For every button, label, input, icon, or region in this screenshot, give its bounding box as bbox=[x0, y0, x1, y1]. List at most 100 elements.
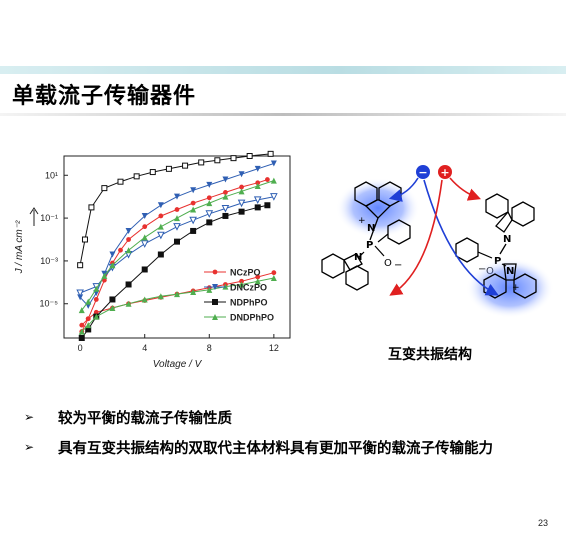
left-plus-charge: + bbox=[358, 216, 366, 226]
electron-arrow-left bbox=[388, 177, 419, 202]
data-point-dndphpo bbox=[109, 262, 116, 269]
data-point-dndphpo bbox=[238, 188, 245, 195]
y-tick-label: 10¹ bbox=[45, 170, 58, 180]
data-point-dnczpo bbox=[174, 193, 180, 200]
data-point-ndphpo bbox=[88, 204, 95, 211]
series-line-nczpo bbox=[81, 179, 268, 332]
right-carbazole-upper bbox=[485, 193, 535, 233]
bullet-arrow-icon: ➢ bbox=[24, 410, 35, 424]
svg-text:−: − bbox=[418, 166, 427, 179]
data-point-dndphpo bbox=[93, 313, 100, 320]
data-point-dnczpo bbox=[237, 199, 246, 208]
series-line-dndphpo bbox=[81, 277, 274, 332]
data-point-dndphpo bbox=[101, 272, 108, 279]
data-point-ndphpo bbox=[109, 296, 116, 303]
data-point-dndphpo bbox=[157, 223, 164, 230]
data-point-dndphpo bbox=[254, 278, 261, 285]
data-point-dndphpo bbox=[222, 193, 229, 200]
x-tick-label: 0 bbox=[78, 343, 83, 353]
data-point-dndphpo bbox=[157, 293, 164, 300]
data-point-dnczpo bbox=[189, 216, 197, 225]
data-point-dnczpo bbox=[157, 202, 164, 209]
data-point-dndphpo bbox=[254, 182, 261, 189]
electron-symbol: − bbox=[416, 165, 430, 179]
right-lower-n-label: N bbox=[506, 266, 514, 277]
right-n-label: N bbox=[503, 234, 511, 245]
x-axis-label: Voltage / V bbox=[153, 359, 203, 370]
data-point-nczpo bbox=[158, 213, 164, 219]
data-point-ndphpo bbox=[222, 212, 229, 219]
data-point-dndphpo bbox=[190, 288, 197, 295]
data-point-nczpo bbox=[126, 237, 131, 242]
data-point-dndphpo bbox=[109, 305, 116, 312]
data-point-ndphpo bbox=[182, 162, 189, 169]
data-point-dndphpo bbox=[125, 300, 132, 307]
bullet-text: 较为平衡的载流子传输性质 bbox=[58, 410, 232, 427]
bullet-item: ➢ 具有互变共振结构的双取代主体材料具有更加平衡的载流子传输能力 bbox=[24, 432, 493, 462]
data-point-ndphpo bbox=[174, 238, 180, 245]
data-point-dndphpo bbox=[174, 291, 180, 298]
data-point-dndphpo bbox=[93, 285, 100, 292]
data-point-nczpo bbox=[239, 278, 244, 284]
data-point-nczpo bbox=[93, 297, 99, 302]
right-phenyl-ring bbox=[455, 237, 493, 263]
data-point-ndphpo bbox=[101, 185, 108, 192]
data-point-dndphpo bbox=[141, 234, 148, 241]
data-point-dnczpo bbox=[270, 193, 278, 201]
top-accent-bar bbox=[0, 66, 566, 74]
data-point-dnczpo bbox=[173, 223, 181, 231]
data-point-ndphpo bbox=[141, 266, 148, 273]
data-point-nczpo bbox=[79, 322, 85, 328]
data-point-nczpo bbox=[265, 177, 270, 182]
data-point-ndphpo bbox=[230, 155, 237, 162]
data-point-ndphpo bbox=[117, 178, 124, 185]
series-line-nczpo bbox=[81, 272, 275, 326]
data-point-dndphpo bbox=[270, 275, 277, 282]
left-minus-charge: − bbox=[394, 260, 402, 271]
data-point-ndphpo bbox=[78, 335, 85, 341]
bullet-list: ➢ 较为平衡的载流子传输性质 ➢ 具有互变共振结构的双取代主体材料具有更加平衡的… bbox=[24, 402, 493, 462]
data-point-nczpo bbox=[255, 180, 261, 186]
y-tick-label: 10⁻¹ bbox=[40, 213, 58, 223]
right-carbazole-highlighted bbox=[466, 258, 554, 318]
resonance-structure-diagram: N + P O − N N P O − N + − + bbox=[321, 165, 554, 318]
data-point-dnczpo bbox=[190, 187, 197, 194]
data-point-dnczpo bbox=[109, 251, 116, 258]
page-number: 23 bbox=[538, 518, 549, 528]
data-point-dnczpo bbox=[206, 181, 213, 188]
data-point-ndphpo bbox=[198, 159, 205, 166]
legend-label: DNCzPO bbox=[230, 283, 267, 293]
data-point-nczpo bbox=[93, 309, 99, 315]
legend-marker bbox=[212, 314, 218, 320]
hole-symbol: + bbox=[438, 165, 452, 179]
data-point-nczpo bbox=[255, 274, 261, 280]
data-point-ndphpo bbox=[206, 219, 213, 226]
data-point-dndphpo bbox=[206, 200, 213, 207]
data-point-dndphpo bbox=[78, 328, 85, 335]
data-point-dndphpo bbox=[190, 206, 197, 213]
data-point-dnczpo bbox=[77, 294, 84, 301]
data-point-dndphpo bbox=[206, 286, 213, 293]
bullet-arrow-icon: ➢ bbox=[24, 440, 35, 454]
data-point-dndphpo bbox=[238, 281, 245, 288]
data-point-dnczpo bbox=[254, 165, 261, 172]
legend-label: NDPhPO bbox=[230, 298, 268, 308]
data-point-dnczpo bbox=[253, 196, 262, 205]
data-point-nczpo bbox=[85, 316, 91, 322]
data-point-ndphpo bbox=[214, 157, 221, 164]
data-point-ndphpo bbox=[77, 262, 84, 269]
data-point-ndphpo bbox=[238, 208, 245, 215]
data-point-ndphpo bbox=[157, 251, 164, 258]
left-carbazole-highlighted bbox=[336, 178, 420, 238]
data-point-dnczpo bbox=[221, 204, 230, 213]
data-point-nczpo bbox=[239, 184, 244, 190]
slide-title: 单载流子传输器件 bbox=[12, 84, 197, 109]
hole-arrow-left bbox=[389, 179, 443, 296]
data-point-ndphpo bbox=[264, 202, 271, 209]
data-point-ndphpo bbox=[267, 150, 274, 157]
hole-arrow-right bbox=[449, 177, 481, 201]
legend-marker bbox=[212, 269, 218, 275]
electron-arrow-right bbox=[423, 179, 499, 296]
x-tick-label: 12 bbox=[269, 343, 279, 353]
jv-chart: 0 4 8 12 10¹ 10⁻¹ 10⁻³ 10⁻⁵ Voltage / V J / mA cm… bbox=[14, 150, 291, 370]
